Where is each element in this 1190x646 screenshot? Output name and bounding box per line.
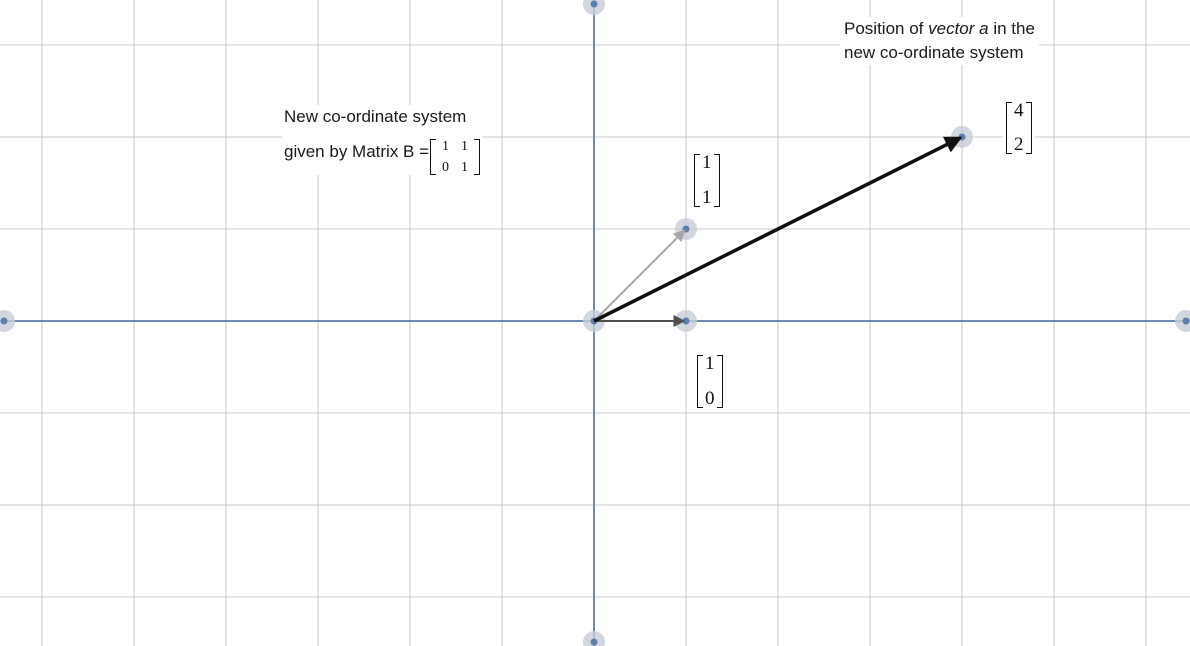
vector-a-description-line1: Position of vector a in the xyxy=(844,19,1035,38)
vector-component: 1 xyxy=(702,152,712,173)
vector-component: 1 xyxy=(705,353,715,374)
axis-end-point xyxy=(590,0,598,8)
vector-component: 2 xyxy=(1014,134,1024,155)
basis-vector-2-arrow xyxy=(593,229,686,322)
vector-component: 1 xyxy=(702,187,712,208)
vectors xyxy=(593,136,963,327)
vector-component: 4 xyxy=(1014,100,1024,121)
axis-end-point xyxy=(590,638,598,646)
axis-end-point xyxy=(0,317,8,325)
vector-a-arrow xyxy=(593,136,963,323)
basis-vector-1-point xyxy=(682,317,690,325)
matrix-b: 1 0 1 1 xyxy=(430,139,481,175)
matrix-b-col-1: 1 0 xyxy=(436,139,455,175)
system-description-line2: given by Matrix B = xyxy=(284,142,430,161)
basis-vector-2-label: 1 1 xyxy=(691,152,723,209)
matrix-b-col-2: 1 1 xyxy=(455,139,474,175)
vector-a-label: 4 2 xyxy=(1003,100,1035,156)
matrix-b-cell: 1 xyxy=(442,139,450,154)
basis-vector-1-label: 1 0 xyxy=(694,353,726,410)
vector-a-name: vector a xyxy=(928,19,989,38)
system-description-line1: New co-ordinate system xyxy=(284,107,467,126)
vector-a-description: Position of vector a in the new co-ordin… xyxy=(840,17,1039,65)
axis-end-point xyxy=(1182,317,1190,325)
vector-component: 0 xyxy=(705,388,715,409)
system-description: New co-ordinate system given by Matrix B… xyxy=(282,105,483,175)
matrix-b-cell: 1 xyxy=(461,160,469,175)
vector-a-description-line2: new co-ordinate system xyxy=(844,43,1024,62)
matrix-b-cell: 1 xyxy=(461,139,469,154)
matrix-b-cell: 0 xyxy=(442,160,450,175)
